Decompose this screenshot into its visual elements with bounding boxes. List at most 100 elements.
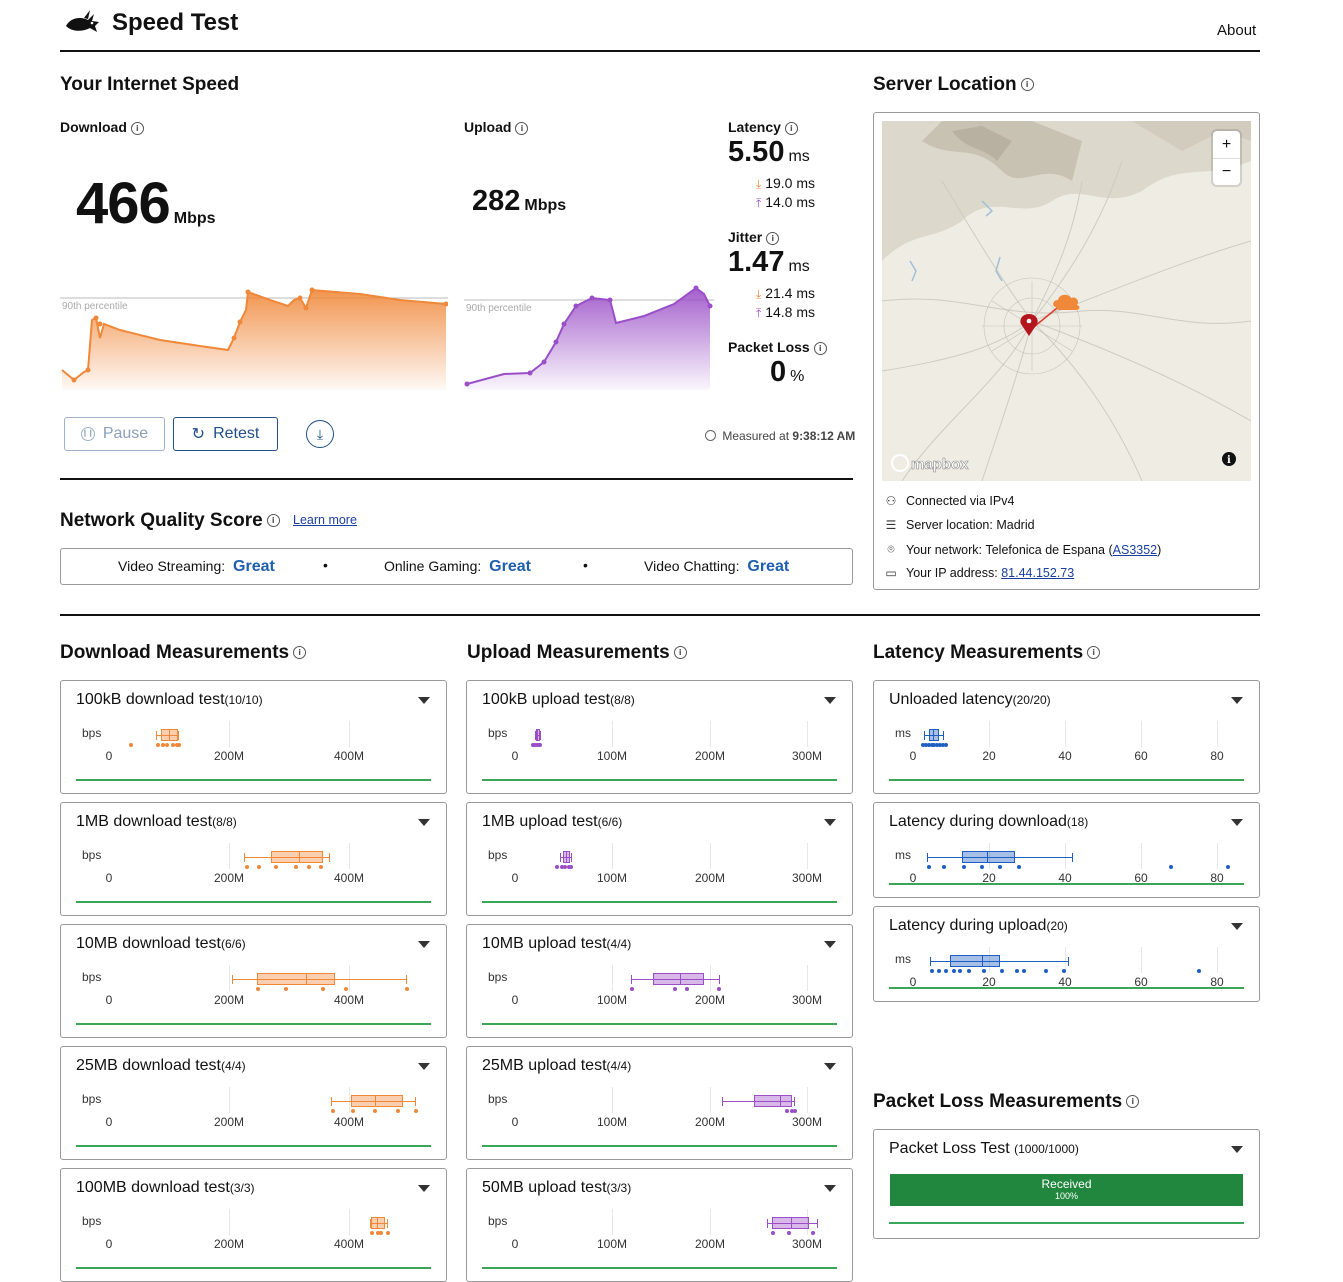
info-icon[interactable]: i (1020, 78, 1034, 92)
download-test-card[interactable]: 100MB download test(3/3) bps 0 200M 400M (60, 1168, 447, 1282)
sample-dot (938, 743, 942, 747)
app-title: Speed Test (112, 9, 239, 36)
map-pin-icon (1020, 314, 1038, 336)
jitter-value: 1.47 ms (728, 246, 810, 278)
axis-tick-label: 400M (333, 1115, 365, 1129)
asn-link[interactable]: AS3352 (1112, 542, 1158, 557)
header-divider (60, 50, 1260, 52)
sample-dot (245, 865, 249, 869)
grid-line (1217, 947, 1218, 973)
latency-down: ⤓ 19.0 ms (756, 175, 816, 191)
chevron-down-icon[interactable] (1231, 1146, 1243, 1153)
latency-test-card[interactable]: Unloaded latency(20/20) ms 0 20 40 60 80 (873, 680, 1260, 794)
chevron-down-icon[interactable] (418, 697, 430, 704)
axis-unit-label: bps (82, 970, 102, 984)
sample-dot (935, 743, 939, 747)
sample-dot (771, 1231, 775, 1235)
info-icon[interactable]: i (515, 121, 529, 135)
box-iqr (271, 851, 323, 863)
about-link[interactable]: About (1217, 22, 1257, 39)
chevron-down-icon[interactable] (418, 819, 430, 826)
zoom-in-button[interactable]: + (1213, 131, 1240, 159)
sample-dot (942, 865, 946, 869)
mapbox-logo: mapbox (891, 454, 969, 473)
info-icon[interactable]: i (766, 231, 780, 245)
info-icon[interactable]: i (784, 121, 798, 135)
sample-dot (790, 1109, 794, 1113)
latency-up: ⤒ 14.0 ms (756, 194, 816, 210)
download-test-card[interactable]: 25MB download test(4/4) bps 0 200M 400M (60, 1046, 447, 1160)
box-whisker (244, 857, 329, 858)
whisker-cap (794, 1097, 795, 1106)
info-icon[interactable]: i (130, 121, 144, 135)
card-title: 100kB upload test(8/8) (482, 691, 635, 708)
upload-test-card[interactable]: 1MB upload test(6/6) bps 0 100M 200M 300M (466, 802, 853, 916)
download-test-card[interactable]: 1MB download test(8/8) bps 0 200M 400M (60, 802, 447, 916)
server-map[interactable]: mapbox i (882, 121, 1251, 481)
info-icon[interactable]: i (293, 646, 307, 660)
card-icon: ▭ (885, 566, 897, 580)
sample-dot (811, 1231, 815, 1235)
ip-link[interactable]: 81.44.152.73 (1001, 566, 1075, 580)
sample-dot (932, 743, 936, 747)
whisker-cap (719, 975, 720, 984)
sample-dot (569, 865, 573, 869)
info-icon[interactable]: i (266, 514, 280, 528)
chevron-down-icon[interactable] (1231, 819, 1243, 826)
chevron-down-icon[interactable] (824, 1185, 836, 1192)
chevron-down-icon[interactable] (1231, 697, 1243, 704)
upload-test-card[interactable]: 50MB upload test(3/3) bps 0 100M 200M 300M (466, 1168, 853, 1282)
download-test-card[interactable]: 10MB download test(6/6) bps 0 200M 400M (60, 924, 447, 1038)
chevron-down-icon[interactable] (824, 697, 836, 704)
whisker-cap (232, 975, 233, 984)
server-panel (873, 112, 1260, 590)
axis-tick-label: 200M (213, 871, 245, 885)
axis-tick-label: 0 (511, 993, 519, 1007)
info-icon[interactable]: i (1126, 1095, 1140, 1109)
info-icon[interactable]: i (813, 341, 827, 355)
chevron-down-icon[interactable] (418, 941, 430, 948)
box-median (566, 851, 567, 863)
chevron-down-icon[interactable] (824, 819, 836, 826)
jitter-label: Jitter i (728, 229, 780, 245)
info-icon[interactable]: i (1087, 646, 1101, 660)
axis-tick-label: 100M (596, 749, 628, 763)
sample-dot (321, 987, 325, 991)
chevron-down-icon[interactable] (418, 1063, 430, 1070)
axis-unit-label: bps (488, 726, 508, 740)
axis-unit-label: ms (895, 952, 911, 966)
grid-line (989, 947, 990, 973)
axis-tick-label: 400M (333, 993, 365, 1007)
download-label: Download i (60, 119, 144, 135)
upload-test-card[interactable]: 10MB upload test(4/4) bps 0 100M 200M 300M (466, 924, 853, 1038)
zoom-out-button[interactable]: − (1221, 163, 1232, 180)
sample-dot (555, 865, 559, 869)
logo[interactable]: Speed Test (62, 8, 238, 38)
retest-button[interactable]: ↻ Retest (173, 417, 278, 451)
chevron-down-icon[interactable] (418, 1185, 430, 1192)
latency-test-card[interactable]: Latency during upload(20) ms 0 20 40 60 80 (873, 906, 1260, 1002)
sample-dot (171, 743, 175, 747)
chevron-down-icon[interactable] (824, 1063, 836, 1070)
packet-loss-test-card[interactable]: Packet Loss Test (1000/1000) Received 10… (873, 1129, 1260, 1239)
axis-unit-label: bps (488, 848, 508, 862)
learn-more-link[interactable]: Learn more (293, 513, 357, 527)
box-median (780, 1095, 781, 1107)
sample-dot (161, 743, 165, 747)
axis-tick-label: 60 (1134, 871, 1148, 885)
axis-tick-label: 300M (791, 1115, 823, 1129)
download-test-card[interactable]: 100kB download test(10/10) bps 0 200M 400M (60, 680, 447, 794)
axis-tick-label: 200M (213, 1115, 245, 1129)
latency-test-card[interactable]: Latency during download(18) ms 0 20 40 60 80 (873, 802, 1260, 898)
upload-test-card[interactable]: 100kB upload test(8/8) bps 0 100M 200M 300M (466, 680, 853, 794)
pause-button[interactable]: ❙❙ Pause (64, 417, 165, 451)
info-icon[interactable]: i (673, 646, 687, 660)
sample-dot (952, 969, 956, 973)
axis-tick-label: 0 (909, 749, 917, 763)
download-measurements-title: Download Measurements i (60, 642, 307, 664)
upload-test-card[interactable]: 25MB upload test(4/4) bps 0 100M 200M 300M (466, 1046, 853, 1160)
download-results-button[interactable]: ⤓ (306, 420, 334, 448)
chevron-down-icon[interactable] (824, 941, 836, 948)
received-bar: Received 100% (890, 1174, 1243, 1206)
chevron-down-icon[interactable] (1231, 923, 1243, 930)
